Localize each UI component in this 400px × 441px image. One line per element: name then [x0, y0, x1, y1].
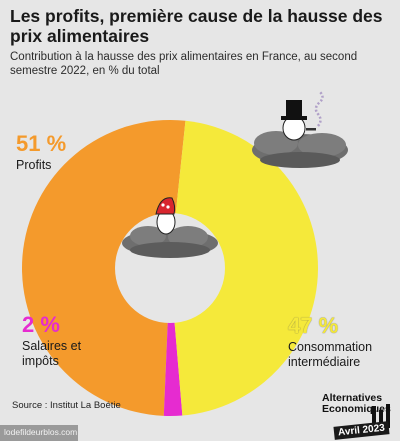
conso-percent-label: 47 %	[288, 313, 339, 338]
brand-line-1: Alternatives	[322, 392, 383, 404]
chart-subtitle: Contribution à la hausse des prix alimen…	[10, 51, 358, 77]
cloud-icon	[122, 226, 218, 258]
capitalist-top-hat-icon	[281, 100, 316, 141]
profits-name-label: Profits	[16, 158, 52, 172]
salaires-percent-label: 2 %	[22, 312, 60, 337]
slice-consommation-intermediaire	[170, 120, 319, 416]
slice-profits	[21, 119, 186, 416]
watermark: lodefildeurblos.com	[0, 425, 78, 441]
publisher-logo-icon	[372, 404, 390, 428]
phrygian-cap-figure-icon	[155, 197, 176, 235]
salaires-name-label: Salaires et impôts	[22, 339, 82, 368]
profits-percent-label: 51 %	[16, 131, 67, 156]
publisher-brand: Alternatives Economiques	[322, 393, 391, 415]
watermark-text: lodefildeurblos.com	[4, 427, 78, 437]
conso-name-label: Consommation intermédiaire	[288, 340, 373, 369]
slice-salaires-impots	[163, 268, 183, 417]
chart-title: Les profits, première cause de la hausse…	[10, 6, 383, 46]
smoke-icon	[314, 91, 324, 127]
brand-line-2: Economiques	[322, 403, 391, 415]
source-note: Source : Institut La Boétie	[12, 400, 121, 411]
